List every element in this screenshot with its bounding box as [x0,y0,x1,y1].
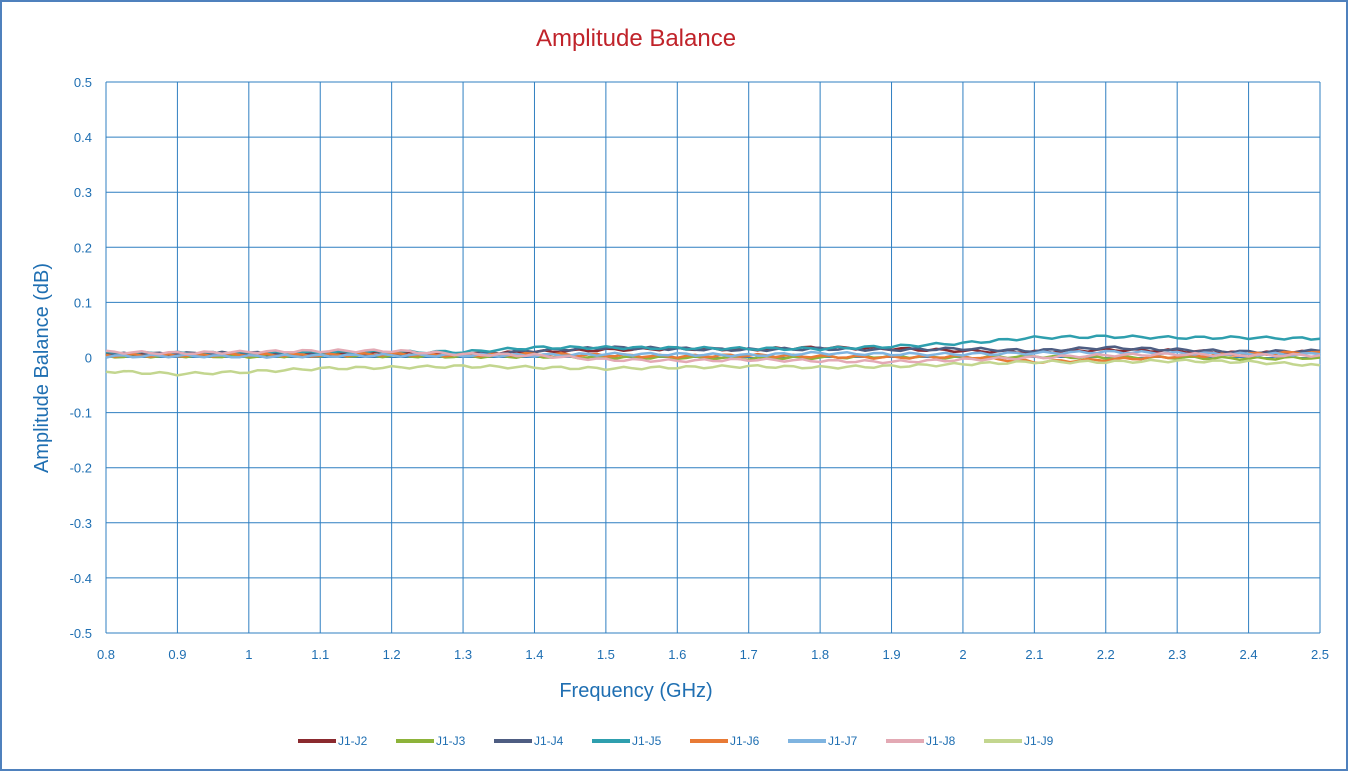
y-tick-label: -0.5 [70,626,92,641]
y-tick-label: 0 [85,351,92,366]
x-tick-labels: 0.8 0.9 1 1.1 1.2 1.3 1.4 1.5 1.6 1.7 1.8 1.9 2 2.1 2.… [97,647,1329,662]
x-axis-title: Frequency (GHz) [559,680,712,702]
x-tick-label: 1 [245,647,252,662]
legend-label: J1-J3 [436,734,466,748]
legend: J1-J2 J1-J3 J1-J4 J1-J5 J1-J6 J1-J7 J1-J8 J1-J9 [298,734,1054,748]
x-tick-label: 1.3 [454,647,472,662]
y-tick-labels: 0.5 0.4 0.3 0.2 0.1 0 -0.1 -0.2 -0.3 -0.4 -0.5 [70,75,92,641]
x-tick-label: 1.9 [882,647,900,662]
legend-label: J1-J4 [534,734,564,748]
legend-label: J1-J9 [1024,734,1054,748]
legend-label: J1-J2 [338,734,368,748]
x-tick-label: 2.4 [1240,647,1258,662]
x-tick-label: 1.2 [383,647,401,662]
series-layer [105,334,1321,377]
series-line-j1-j9 [105,358,1321,377]
x-tick-label: 1.5 [597,647,615,662]
x-tick-label: 1.6 [668,647,686,662]
y-tick-label: 0.1 [74,295,92,310]
y-tick-label: 0.4 [74,130,92,145]
x-tick-label: 1.1 [311,647,329,662]
legend-label: J1-J8 [926,734,956,748]
y-tick-label: 0.5 [74,75,92,90]
x-tick-label: 2.1 [1025,647,1043,662]
x-tick-label: 2 [959,647,966,662]
legend-label: J1-J7 [828,734,858,748]
x-tick-label: 0.8 [97,647,115,662]
chart-title: Amplitude Balance [536,25,736,52]
x-tick-label: 2.5 [1311,647,1329,662]
series-line-j1-j8 [105,348,1321,365]
y-tick-label: -0.3 [70,516,92,531]
legend-label: J1-J5 [632,734,662,748]
x-tick-label: 2.2 [1097,647,1115,662]
x-tick-label: 1.7 [740,647,758,662]
x-tick-label: 2.3 [1168,647,1186,662]
x-tick-label: 1.4 [525,647,543,662]
y-tick-label: -0.1 [70,406,92,421]
y-axis-title: Amplitude Balance (dB) [31,263,53,473]
y-tick-label: 0.3 [74,185,92,200]
legend-label: J1-J6 [730,734,760,748]
y-tick-label: -0.4 [70,571,92,586]
x-tick-label: 1.8 [811,647,829,662]
y-tick-label: 0.2 [74,240,92,255]
y-tick-label: -0.2 [70,461,92,476]
series-line-j1-j5 [105,334,1321,356]
series-line-j1-j7 [105,349,1321,359]
x-tick-label: 0.9 [168,647,186,662]
